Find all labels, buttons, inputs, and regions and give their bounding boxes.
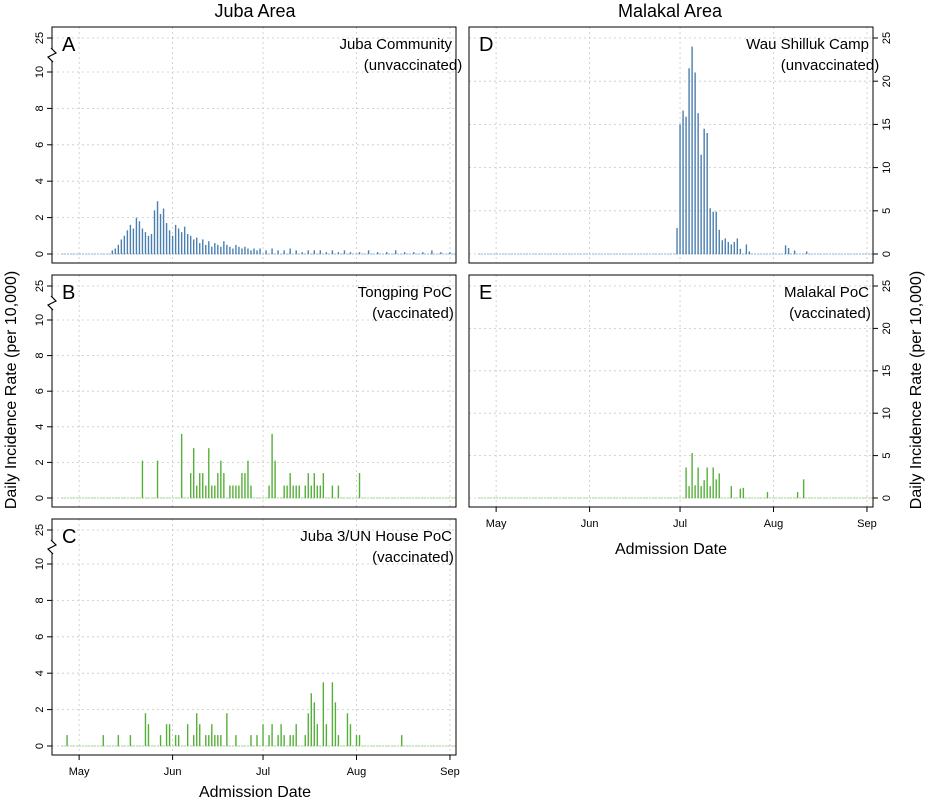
axis-break-icon bbox=[46, 47, 58, 63]
panel-subtitle: (vaccinated) bbox=[789, 305, 871, 322]
x-tick-label: Jul bbox=[673, 518, 687, 530]
y-tick-label: 4 bbox=[34, 670, 46, 676]
panel-frame bbox=[468, 274, 874, 508]
panel-subtitle: (vaccinated) bbox=[372, 305, 454, 322]
y-tick-label: 5 bbox=[881, 208, 893, 214]
panel-letter: C bbox=[62, 526, 76, 548]
y-tick-label: 0 bbox=[881, 495, 893, 501]
x-tick-label: Jun bbox=[581, 518, 599, 530]
x-tick-label: May bbox=[486, 518, 507, 530]
y-tick-label: 25 bbox=[34, 524, 46, 536]
panel-title: Juba Community bbox=[339, 36, 452, 53]
panel-letter: B bbox=[62, 282, 75, 304]
y-tick-label: 5 bbox=[881, 453, 893, 459]
right-y-axis-label: Daily Incidence Rate (per 10,000) bbox=[908, 271, 925, 509]
panel-title: Tongping PoC bbox=[358, 284, 452, 301]
y-tick-label: 0 bbox=[34, 743, 46, 749]
y-tick-label: 2 bbox=[34, 459, 46, 465]
y-tick-label: 4 bbox=[34, 424, 46, 430]
y-tick-label: 6 bbox=[34, 142, 46, 148]
y-tick-label: 6 bbox=[34, 388, 46, 394]
y-tick-label: 2 bbox=[34, 707, 46, 713]
y-tick-label: 20 bbox=[881, 322, 893, 334]
x-tick-label: May bbox=[69, 766, 90, 778]
panel-d: 0 5 10 15 20 25 D Wau Shilluk Camp (unvaccinated… bbox=[468, 26, 893, 264]
panel-subtitle: (unvaccinated) bbox=[364, 57, 462, 74]
y-tick-label: 25 bbox=[881, 280, 893, 292]
panel-letter: E bbox=[479, 282, 492, 304]
x-tick-label: Aug bbox=[764, 518, 784, 530]
y-tick-label: 8 bbox=[34, 105, 46, 111]
panel-subtitle: (vaccinated) bbox=[372, 549, 454, 566]
panel-c: 0 2 4 6 8 10 25 C Juba 3/UN House PoC (vaccinated… bbox=[34, 518, 460, 778]
y-tick-label: 25 bbox=[34, 32, 46, 44]
panel-b: 0 2 4 6 8 10 25 B Tongping PoC (vaccinated) bbox=[34, 274, 457, 508]
panel-title: Wau Shilluk Camp bbox=[746, 36, 869, 53]
left-y-axis-label: Daily Incidence Rate (per 10,000) bbox=[3, 271, 20, 509]
left-x-axis-label: Admission Date bbox=[199, 784, 311, 800]
axis-break-icon bbox=[46, 295, 58, 311]
x-tick-label: Aug bbox=[347, 766, 367, 778]
y-tick-label: 4 bbox=[34, 178, 46, 184]
y-tick-label: 10 bbox=[881, 407, 893, 419]
panel-a: 0 2 4 6 8 10 25 A Juba Community (unvaccinated) bbox=[34, 26, 462, 264]
panel-letter: D bbox=[479, 34, 493, 56]
y-tick-label: 10 bbox=[34, 558, 46, 570]
y-tick-label: 8 bbox=[34, 597, 46, 603]
y-tick-label: 15 bbox=[881, 365, 893, 377]
y-tick-label: 2 bbox=[34, 215, 46, 221]
panel-e: 0 5 10 15 20 25 E Malakal PoC (vaccinated) May Jun… bbox=[468, 274, 893, 530]
panel-letter: A bbox=[62, 34, 76, 56]
left-column-title: Juba Area bbox=[214, 1, 296, 21]
y-tick-label: 10 bbox=[881, 161, 893, 173]
x-tick-label: Sep bbox=[857, 518, 877, 530]
panel-title: Juba 3/UN House PoC bbox=[300, 528, 452, 545]
y-tick-label: 25 bbox=[34, 280, 46, 292]
x-tick-label: Jul bbox=[256, 766, 270, 778]
axis-break-icon bbox=[46, 539, 58, 555]
y-tick-label: 10 bbox=[34, 66, 46, 78]
right-column-title: Malakal Area bbox=[618, 1, 723, 21]
y-tick-label: 0 bbox=[881, 251, 893, 257]
panel-frame bbox=[468, 26, 874, 264]
y-tick-label: 15 bbox=[881, 118, 893, 130]
right-x-axis-label: Admission Date bbox=[615, 541, 727, 558]
y-tick-label: 10 bbox=[34, 314, 46, 326]
x-tick-label: Jun bbox=[164, 766, 182, 778]
panel-title: Malakal PoC bbox=[784, 284, 869, 301]
x-tick-label: Sep bbox=[440, 766, 460, 778]
y-tick-label: 20 bbox=[881, 75, 893, 87]
y-tick-label: 0 bbox=[34, 495, 46, 501]
y-tick-label: 6 bbox=[34, 634, 46, 640]
y-tick-label: 8 bbox=[34, 353, 46, 359]
y-tick-label: 25 bbox=[881, 32, 893, 44]
y-tick-label: 0 bbox=[34, 251, 46, 257]
panel-subtitle: (unvaccinated) bbox=[781, 57, 879, 74]
